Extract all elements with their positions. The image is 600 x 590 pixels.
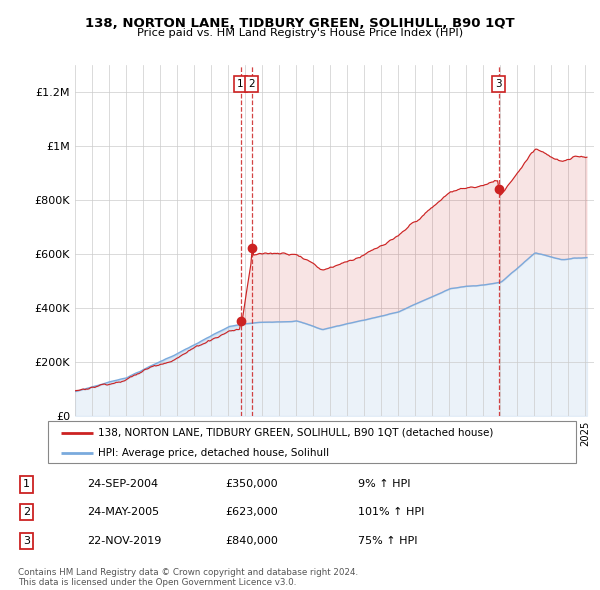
Text: 9% ↑ HPI: 9% ↑ HPI — [358, 480, 410, 489]
Text: 1: 1 — [23, 480, 30, 489]
Text: 2: 2 — [248, 79, 255, 89]
FancyBboxPatch shape — [48, 421, 576, 463]
Text: 3: 3 — [23, 536, 30, 546]
Text: £840,000: £840,000 — [225, 536, 278, 546]
Text: 138, NORTON LANE, TIDBURY GREEN, SOLIHULL, B90 1QT: 138, NORTON LANE, TIDBURY GREEN, SOLIHUL… — [85, 17, 515, 30]
Text: 1: 1 — [237, 79, 244, 89]
Text: 24-SEP-2004: 24-SEP-2004 — [87, 480, 158, 489]
Text: 101% ↑ HPI: 101% ↑ HPI — [358, 507, 424, 517]
Text: 3: 3 — [495, 79, 502, 89]
Text: 138, NORTON LANE, TIDBURY GREEN, SOLIHULL, B90 1QT (detached house): 138, NORTON LANE, TIDBURY GREEN, SOLIHUL… — [98, 428, 494, 438]
Text: 22-NOV-2019: 22-NOV-2019 — [87, 536, 161, 546]
Text: Price paid vs. HM Land Registry's House Price Index (HPI): Price paid vs. HM Land Registry's House … — [137, 28, 463, 38]
Text: £350,000: £350,000 — [225, 480, 278, 489]
Text: 2: 2 — [23, 507, 30, 517]
Text: £623,000: £623,000 — [225, 507, 278, 517]
Text: 24-MAY-2005: 24-MAY-2005 — [87, 507, 159, 517]
Text: HPI: Average price, detached house, Solihull: HPI: Average price, detached house, Soli… — [98, 448, 329, 457]
Text: Contains HM Land Registry data © Crown copyright and database right 2024.: Contains HM Land Registry data © Crown c… — [18, 568, 358, 576]
Text: 75% ↑ HPI: 75% ↑ HPI — [358, 536, 417, 546]
Text: This data is licensed under the Open Government Licence v3.0.: This data is licensed under the Open Gov… — [18, 578, 296, 587]
